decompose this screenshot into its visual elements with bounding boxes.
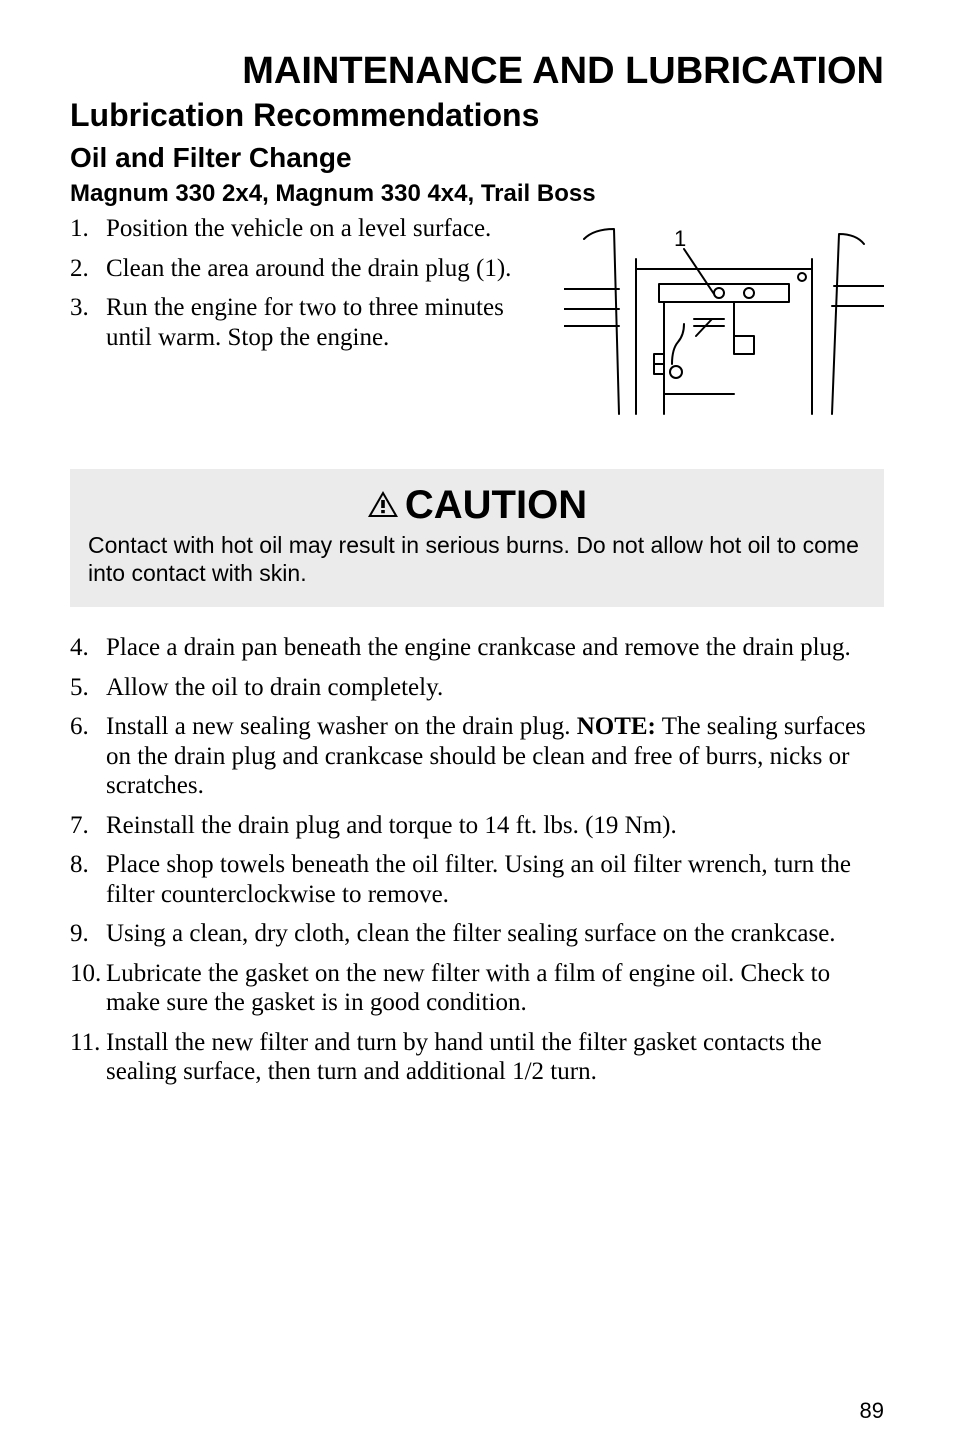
step-number: 10. xyxy=(70,959,106,1018)
step-item: 11.Install the new filter and turn by ha… xyxy=(70,1028,884,1087)
caution-text: Contact with hot oil may result in serio… xyxy=(88,532,866,587)
step-item: 6.Install a new sealing washer on the dr… xyxy=(70,712,884,801)
step-number: 6. xyxy=(70,712,106,801)
caution-box: CAUTION Contact with hot oil may result … xyxy=(70,469,884,607)
step-number: 3. xyxy=(70,293,106,352)
step-number: 4. xyxy=(70,633,106,663)
step-text: Place a drain pan beneath the engine cra… xyxy=(106,633,884,663)
step-text: Allow the oil to drain completely. xyxy=(106,673,884,703)
step-text: Install a new sealing washer on the drai… xyxy=(106,712,884,801)
step-number: 1. xyxy=(70,214,106,244)
step-item: 7.Reinstall the drain plug and torque to… xyxy=(70,811,884,841)
steps-top-container: 1.Position the vehicle on a level surfac… xyxy=(70,214,544,362)
figure-callout-1: 1 xyxy=(674,226,686,251)
steps-list-bottom: 4.Place a drain pan beneath the engine c… xyxy=(70,633,884,1087)
step-item: 3.Run the engine for two to three minute… xyxy=(70,293,544,352)
warning-icon xyxy=(367,483,399,528)
engine-drain-figure: 1 xyxy=(564,214,884,439)
note-label: NOTE: xyxy=(577,713,656,740)
step-number: 7. xyxy=(70,811,106,841)
step-number: 2. xyxy=(70,254,106,284)
step-number: 5. xyxy=(70,673,106,703)
step-item: 10.Lubricate the gasket on the new filte… xyxy=(70,959,884,1018)
step-item: 9.Using a clean, dry cloth, clean the fi… xyxy=(70,919,884,949)
section-title: Lubrication Recommendations xyxy=(70,97,884,134)
step-number: 11. xyxy=(70,1028,106,1087)
subsection-title: Oil and Filter Change xyxy=(70,142,884,174)
step-item: 5.Allow the oil to drain completely. xyxy=(70,673,884,703)
step-item: 1.Position the vehicle on a level surfac… xyxy=(70,214,544,244)
caution-heading: CAUTION xyxy=(88,483,866,528)
caution-heading-text: CAUTION xyxy=(405,483,587,528)
step-item: 8.Place shop towels beneath the oil filt… xyxy=(70,850,884,909)
step-text: Reinstall the drain plug and torque to 1… xyxy=(106,811,884,841)
step-text: Place shop towels beneath the oil filter… xyxy=(106,850,884,909)
engine-drain-svg: 1 xyxy=(564,214,884,434)
page-number: 89 xyxy=(860,1398,884,1424)
step-text: Position the vehicle on a level surface. xyxy=(106,214,544,244)
step-number: 8. xyxy=(70,850,106,909)
step-text: Using a clean, dry cloth, clean the filt… xyxy=(106,919,884,949)
step-item: 4.Place a drain pan beneath the engine c… xyxy=(70,633,884,663)
step-text: Install the new filter and turn by hand … xyxy=(106,1028,884,1087)
chapter-title: MAINTENANCE AND LUBRICATION xyxy=(70,50,884,93)
top-content-row: 1.Position the vehicle on a level surfac… xyxy=(70,214,884,439)
step-number: 9. xyxy=(70,919,106,949)
step-text: Run the engine for two to three minutes … xyxy=(106,293,544,352)
model-title: Magnum 330 2x4, Magnum 330 4x4, Trail Bo… xyxy=(70,180,884,208)
step-text: Clean the area around the drain plug (1)… xyxy=(106,254,544,284)
step-item: 2.Clean the area around the drain plug (… xyxy=(70,254,544,284)
steps-list-top: 1.Position the vehicle on a level surfac… xyxy=(70,214,544,352)
step-text: Lubricate the gasket on the new filter w… xyxy=(106,959,884,1018)
